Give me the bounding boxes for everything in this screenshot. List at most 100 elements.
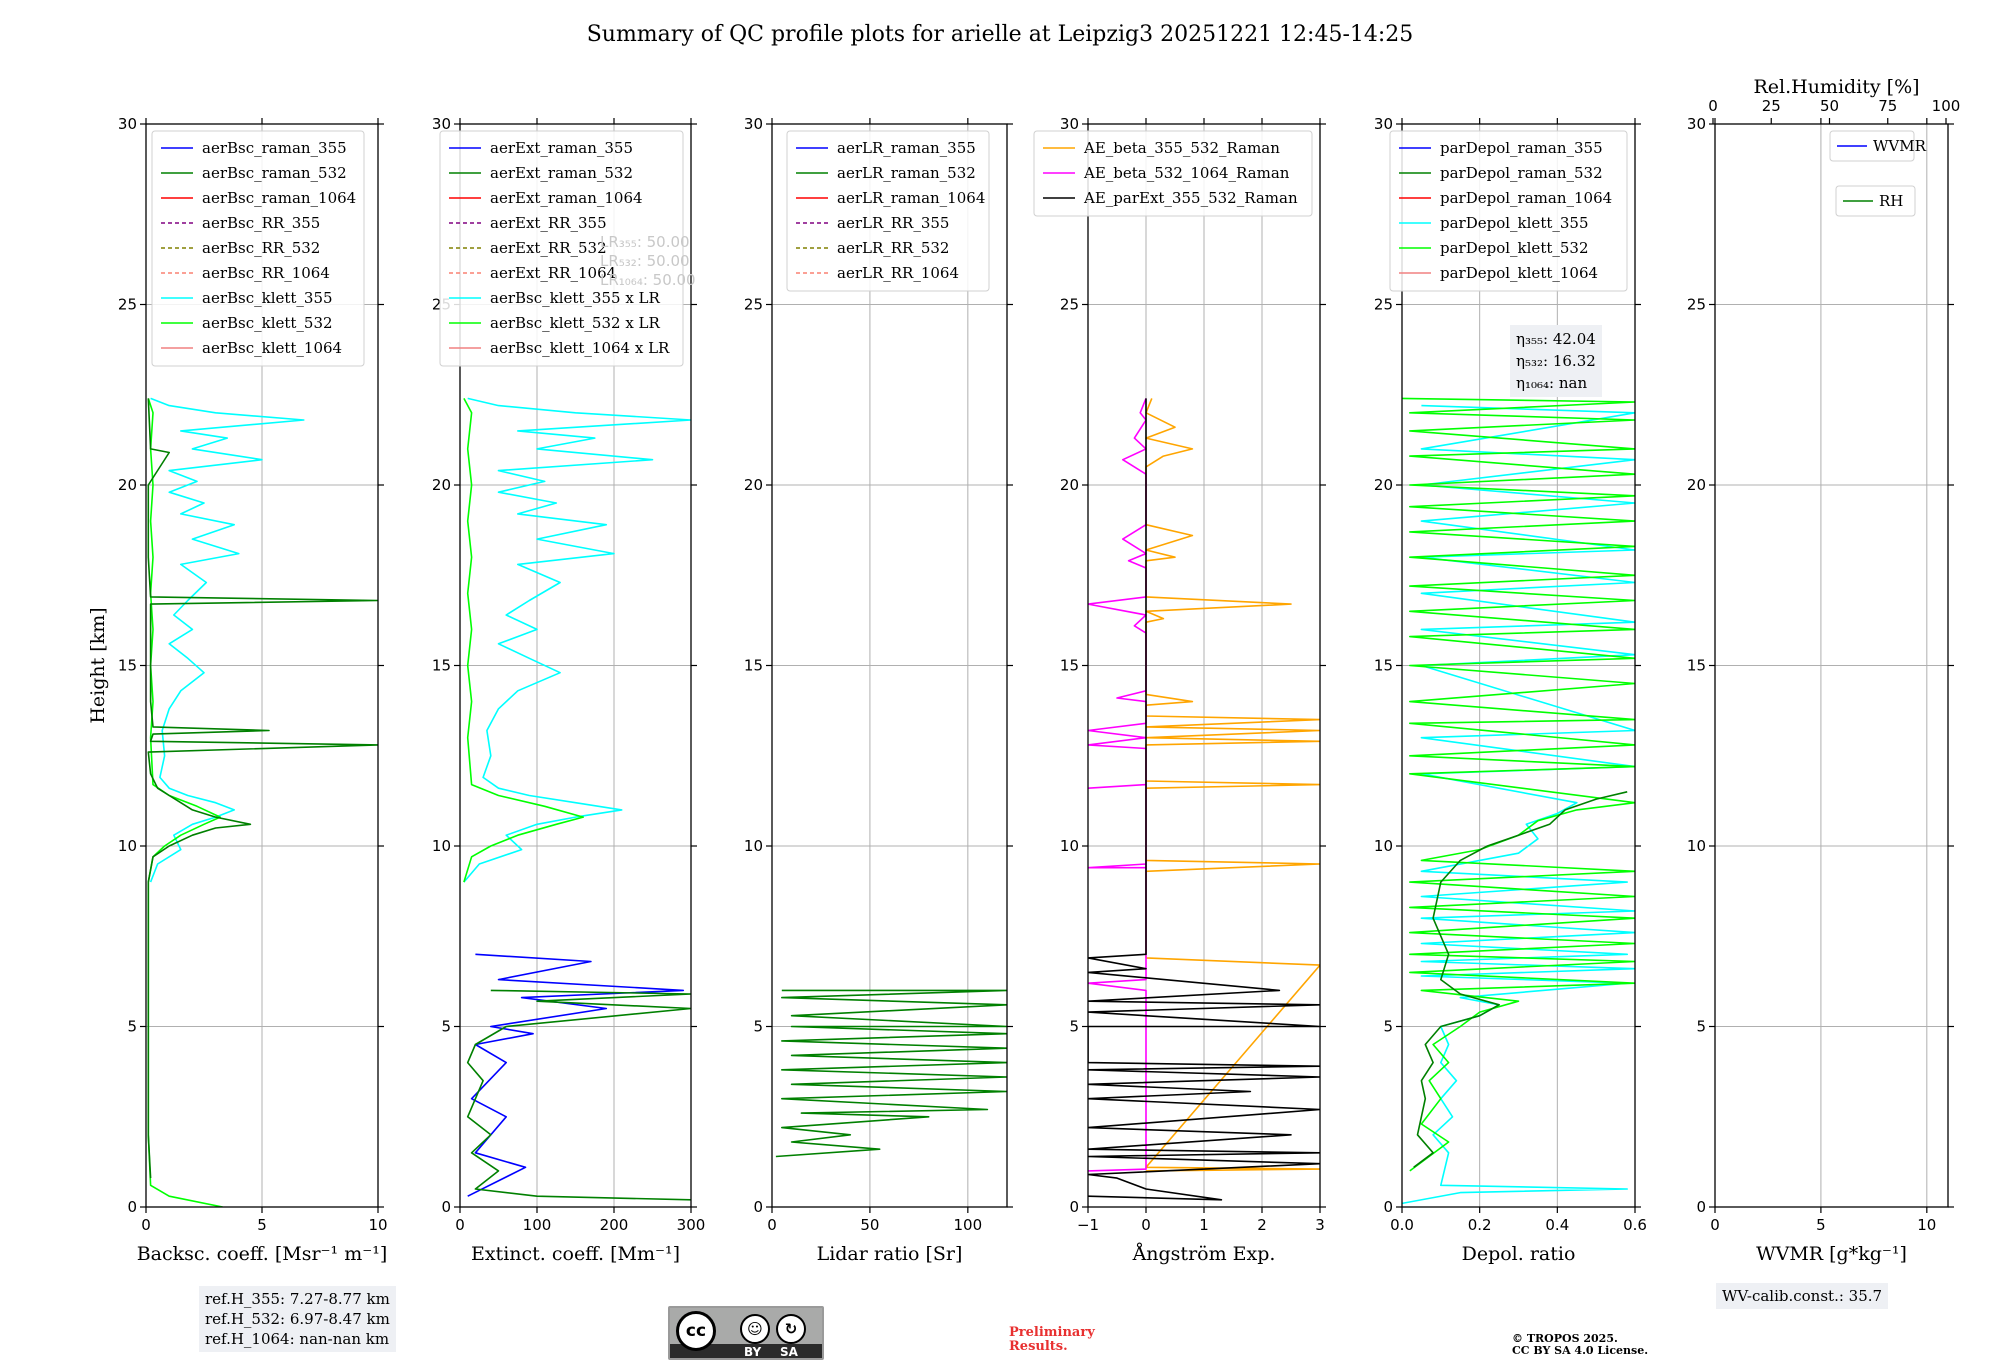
y-tick-label: 5 (441, 1018, 451, 1036)
legend-box (439, 130, 684, 367)
cc-logo-icon: cc (676, 1311, 716, 1351)
x-tick-label: 300 (677, 1216, 706, 1234)
y-tick-label: 10 (744, 837, 763, 855)
y-tick-label: 20 (1060, 476, 1079, 494)
y-tick-label: 30 (432, 115, 451, 133)
series-group (1088, 398, 1320, 1201)
x-tick-label: 0.6 (1623, 1216, 1647, 1234)
legend-label: aerExt_RR_1064 (490, 264, 616, 282)
copyright-line-1: © TROPOS 2025. (1512, 1332, 1618, 1345)
legend-label: aerBsc_klett_355 x LR (490, 289, 661, 307)
y-tick-label: 30 (118, 115, 137, 133)
y-tick-label: 20 (744, 476, 763, 494)
legend-box (786, 130, 990, 292)
legend-label: aerBsc_klett_532 x LR (490, 314, 661, 332)
y-tick-label: 15 (118, 657, 137, 675)
legend-label: aerBsc_raman_532 (202, 164, 347, 182)
legend-label: AE_parExt_355_532_Raman (1083, 189, 1298, 207)
legend-label: AE_beta_355_532_Raman (1083, 139, 1280, 157)
y-tick-label: 20 (1374, 476, 1393, 494)
y-tick-label: 0 (1383, 1198, 1393, 1216)
x-tick-label: 100 (954, 1216, 983, 1234)
legend-label: aerBsc_klett_1064 x LR (490, 339, 670, 357)
wv-calib-annotation: WV-calib.const.: 35.7 (1716, 1283, 1889, 1309)
cc-sa-label: SA (780, 1345, 798, 1359)
x-tick-label: 100 (523, 1216, 552, 1234)
legend-label: aerLR_raman_355 (837, 139, 976, 157)
legend-label: aerBsc_klett_1064 (202, 339, 342, 357)
legend-label: parDepol_raman_355 (1440, 139, 1603, 157)
x-tick-label: 5 (257, 1216, 267, 1234)
legend-label: parDepol_raman_1064 (1440, 189, 1612, 207)
refh-line-355: ref.H_355: 7.27-8.77 km (205, 1290, 390, 1308)
legend-label: aerBsc_RR_532 (202, 239, 320, 257)
y-tick-label: 15 (432, 657, 451, 675)
y-tick-label: 15 (744, 657, 763, 675)
legend-box (151, 130, 365, 367)
legend-box (1835, 185, 1916, 217)
lr-note: LR₅₃₂: 50.00 (600, 252, 690, 270)
y-tick-label: 25 (1060, 296, 1079, 314)
top-x-tick-label: 100 (1932, 97, 1961, 115)
legend-label: AE_beta_532_1064_Raman (1083, 164, 1290, 182)
y-tick-label: 5 (1383, 1018, 1393, 1036)
x-tick-label: 0.2 (1468, 1216, 1492, 1234)
x-axis-label: Ångström Exp. (1132, 1243, 1276, 1265)
series-AE_beta_532_1064_Raman (1088, 398, 1147, 1172)
legend-label: aerLR_RR_355 (837, 214, 949, 232)
x-tick-label: 5 (1816, 1216, 1826, 1234)
y-tick-label: 20 (1687, 476, 1706, 494)
x-axis-label: Backsc. coeff. [Msr⁻¹ m⁻¹] (137, 1243, 388, 1265)
panel-lidar_ratio: 0 50 100 0 5 10 15 20 25 30 Lidar ratio [Sr] aerLR_… (744, 115, 1013, 1265)
axes-frame (145, 123, 379, 1208)
cc-license-badge: cc ☺ ↻ BY SA (668, 1306, 824, 1360)
x-tick-label: 0 (455, 1216, 465, 1234)
y-tick-label: 5 (1069, 1018, 1079, 1036)
legend-label: aerLR_raman_1064 (837, 189, 985, 207)
y-tick-label: 25 (118, 296, 137, 314)
y-tick-label: 30 (1060, 115, 1079, 133)
legend-label: aerBsc_raman_1064 (202, 189, 356, 207)
x-axis-label: WVMR [g*kg⁻¹] (1756, 1243, 1907, 1265)
y-tick-label: 0 (127, 1198, 137, 1216)
y-tick-label: 25 (1374, 296, 1393, 314)
axes-frame (1401, 123, 1636, 1208)
x-tick-label: 0.4 (1545, 1216, 1569, 1234)
y-tick-label: 30 (1687, 115, 1706, 133)
legend-label: aerLR_raman_532 (837, 164, 976, 182)
x-tick-label: 10 (368, 1216, 387, 1234)
copyright-line-2: CC BY SA 4.0 License. (1512, 1344, 1649, 1357)
series-aerBsc_raman_532 (147, 398, 378, 1179)
lr-note: LR₁₀₆₄: 50.00 (600, 271, 696, 289)
series-parDepol_raman_532 (1413, 791, 1628, 1168)
series-group (1402, 397, 1635, 1205)
legend-box (1033, 130, 1313, 217)
x-axis-label: Extinct. coeff. [Mm⁻¹] (471, 1243, 680, 1265)
series-parDepol_klett_355 (1402, 404, 1635, 1205)
series-aerExt_raman_355 (467, 953, 685, 1197)
x-tick-label: 0 (767, 1216, 777, 1234)
axes-frame (459, 123, 692, 1208)
refh-line-532: ref.H_532: 6.97-8.47 km (205, 1310, 390, 1328)
x-tick-label: 50 (860, 1216, 879, 1234)
legend-label: aerBsc_raman_355 (202, 139, 347, 157)
x-tick-label: 2 (1257, 1216, 1267, 1234)
top-x-tick-label: 50 (1820, 97, 1839, 115)
legend-label: aerBsc_klett_532 (202, 314, 333, 332)
refh-annotation: ref.H_355: 7.27-8.77 km ref.H_532: 6.97-… (199, 1286, 396, 1352)
y-tick-label: 30 (744, 115, 763, 133)
x-tick-label: 3 (1315, 1216, 1325, 1234)
series-aerBsc_klett_532 x LR (463, 398, 585, 883)
x-tick-label: 1 (1199, 1216, 1209, 1234)
series-aerExt_raman_532 (466, 989, 691, 1201)
y-tick-label: 10 (1374, 837, 1393, 855)
share-alike-icon: ↻ (776, 1314, 806, 1344)
preliminary-note: Preliminary Results. (1009, 1326, 1095, 1354)
top-x-tick-label: 25 (1762, 97, 1781, 115)
panel-extinction: 0100200300051015202530Extinct. coeff. [M… (432, 115, 705, 1265)
x-axis-label: Lidar ratio [Sr] (817, 1243, 963, 1265)
y-tick-label: 20 (432, 476, 451, 494)
